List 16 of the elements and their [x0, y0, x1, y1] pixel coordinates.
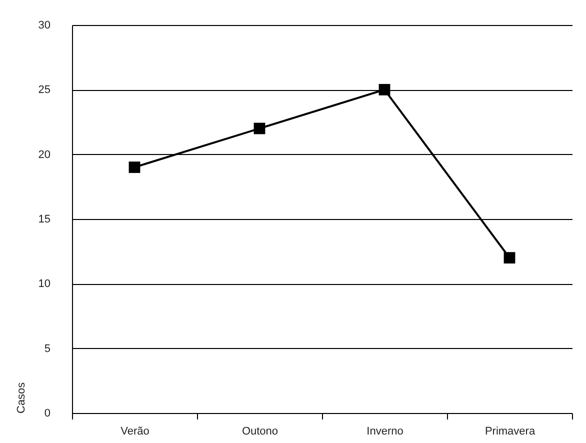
y-tick-label: 5 [44, 342, 50, 355]
x-tick-label: Inverno [366, 426, 404, 438]
x-tick-label: Primavera [484, 426, 536, 438]
x-tick-label: Outono [242, 426, 278, 438]
y-tick-label: 30 [38, 20, 50, 32]
y-tick-label: 10 [38, 278, 50, 290]
point [128, 162, 140, 173]
y-axis-title: Casos [15, 382, 28, 414]
y-tick-label: 25 [38, 84, 50, 96]
y-tick-label: 0 [44, 408, 50, 420]
x-tick-label: Verão [120, 426, 150, 438]
point [504, 252, 516, 264]
point [378, 84, 390, 96]
point [254, 122, 266, 134]
y-tick-label: 20 [38, 148, 50, 161]
y-tick-label: 15 [38, 214, 50, 226]
